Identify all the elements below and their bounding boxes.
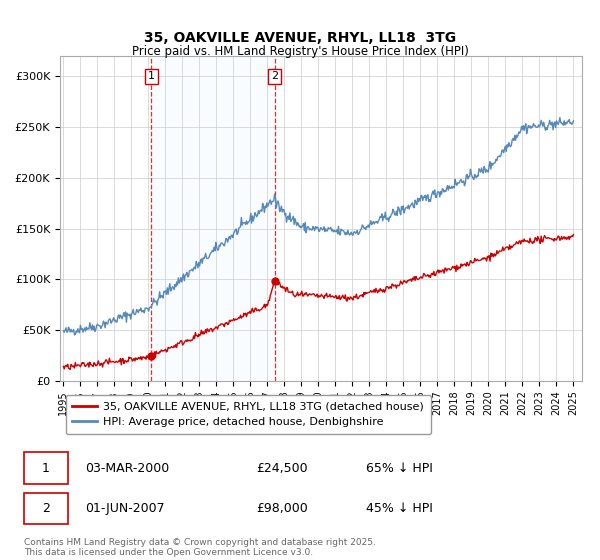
Text: £24,500: £24,500	[256, 461, 307, 475]
Text: 2: 2	[271, 71, 278, 81]
Legend: 35, OAKVILLE AVENUE, RHYL, LL18 3TG (detached house), HPI: Average price, detach: 35, OAKVILLE AVENUE, RHYL, LL18 3TG (det…	[65, 395, 431, 434]
Text: 1: 1	[148, 71, 155, 81]
Text: 03-MAR-2000: 03-MAR-2000	[85, 461, 169, 475]
Text: 35, OAKVILLE AVENUE, RHYL, LL18  3TG: 35, OAKVILLE AVENUE, RHYL, LL18 3TG	[144, 31, 456, 45]
Text: 65% ↓ HPI: 65% ↓ HPI	[366, 461, 433, 475]
FancyBboxPatch shape	[24, 452, 68, 484]
Text: 1: 1	[42, 461, 50, 475]
Text: 2: 2	[42, 502, 50, 515]
Text: 45% ↓ HPI: 45% ↓ HPI	[366, 502, 433, 515]
Bar	[151, 56, 275, 381]
Text: Contains HM Land Registry data © Crown copyright and database right 2025.
This d: Contains HM Land Registry data © Crown c…	[24, 538, 376, 557]
Text: £98,000: £98,000	[256, 502, 308, 515]
Text: 01-JUN-2007: 01-JUN-2007	[85, 502, 164, 515]
Text: Price paid vs. HM Land Registry's House Price Index (HPI): Price paid vs. HM Land Registry's House …	[131, 45, 469, 58]
FancyBboxPatch shape	[24, 493, 68, 524]
